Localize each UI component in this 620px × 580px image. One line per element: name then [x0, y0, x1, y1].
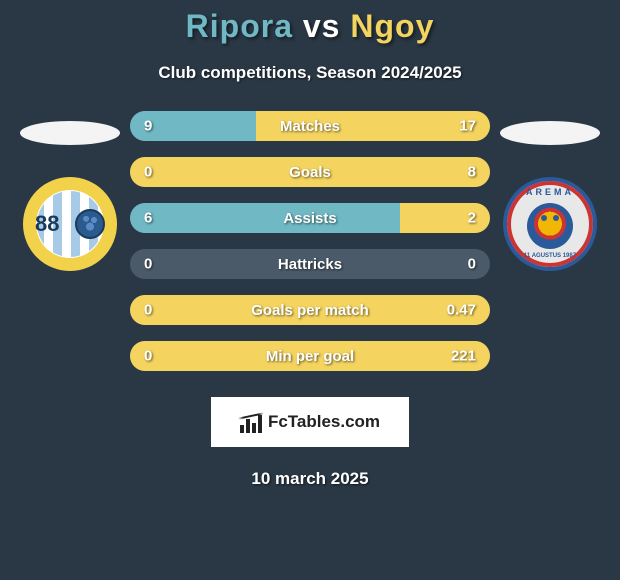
vs-text: vs	[303, 8, 341, 44]
date-text: 10 march 2025	[251, 469, 368, 489]
stat-label: Assists	[283, 210, 336, 227]
player1-avatar-placeholder	[20, 121, 120, 145]
left-player-column: 88	[10, 111, 130, 271]
stat-label: Goals	[289, 164, 331, 181]
stat-label: Matches	[280, 118, 340, 135]
stat-value-right: 17	[459, 118, 476, 135]
stat-value-left: 9	[144, 118, 152, 135]
brand-text: FcTables.com	[268, 412, 380, 432]
stats-column: 9 17 Matches 0 8 Goals 6 2 Assists 0 0 Hattricks 0 0.…	[130, 111, 490, 371]
stat-bar-left	[130, 203, 400, 233]
lion-icon	[527, 203, 573, 249]
stat-value-right: 0.47	[447, 302, 476, 319]
stat-value-left: 0	[144, 256, 152, 273]
stat-value-left: 0	[144, 348, 152, 365]
stat-row: 0 0.47 Goals per match	[130, 295, 490, 325]
comparison-card: Ripora vs Ngoy Club competitions, Season…	[0, 0, 620, 489]
player1-name: Ripora	[186, 8, 293, 44]
stat-row: 9 17 Matches	[130, 111, 490, 141]
page-title: Ripora vs Ngoy	[186, 8, 435, 45]
stat-value-left: 6	[144, 210, 152, 227]
stat-row: 0 221 Min per goal	[130, 341, 490, 371]
stat-row: 6 2 Assists	[130, 203, 490, 233]
player2-club-crest: AREMA 11 AGUSTUS 1987	[503, 177, 597, 271]
player2-name: Ngoy	[350, 8, 434, 44]
fctables-logo-icon	[240, 411, 262, 433]
stat-label: Goals per match	[251, 302, 369, 319]
stat-row: 0 8 Goals	[130, 157, 490, 187]
stat-label: Hattricks	[278, 256, 342, 273]
crest-bottom-text: 11 AGUSTUS 1987	[510, 253, 590, 259]
subtitle: Club competitions, Season 2024/2025	[158, 63, 461, 83]
middle-row: 88 9 17 Matches 0 8 Goals 6 2 Assists 0 0 Hattricks…	[0, 111, 620, 371]
brand-watermark: FcTables.com	[211, 397, 409, 447]
crest-top-text: AREMA	[515, 187, 585, 197]
stat-value-left: 0	[144, 302, 152, 319]
player2-avatar-placeholder	[500, 121, 600, 145]
stat-value-right: 8	[468, 164, 476, 181]
right-player-column: AREMA 11 AGUSTUS 1987	[490, 111, 610, 271]
crest-number: 88	[35, 211, 59, 237]
stat-bar-right	[400, 203, 490, 233]
stat-row: 0 0 Hattricks	[130, 249, 490, 279]
stat-value-right: 2	[468, 210, 476, 227]
stat-label: Min per goal	[266, 348, 354, 365]
stat-value-right: 221	[451, 348, 476, 365]
stat-value-right: 0	[468, 256, 476, 273]
soccer-ball-icon	[75, 209, 105, 239]
stat-value-left: 0	[144, 164, 152, 181]
player1-club-crest: 88	[23, 177, 117, 271]
